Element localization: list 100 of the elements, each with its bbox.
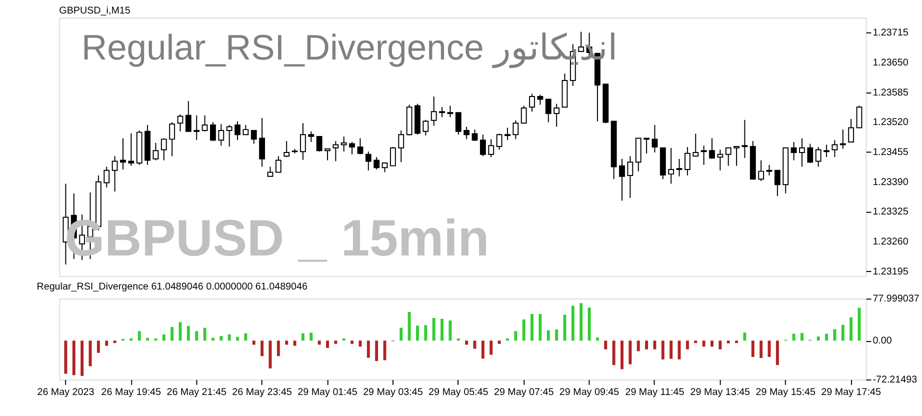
bar (350, 340, 354, 344)
bar (498, 340, 501, 344)
candlestick (455, 112, 462, 136)
bar (702, 340, 706, 347)
bar (751, 340, 754, 357)
bar (80, 340, 84, 376)
candlestick (529, 93, 535, 112)
bar (530, 314, 534, 341)
bar (285, 340, 288, 345)
bar (72, 340, 76, 376)
candlestick (472, 129, 478, 142)
candlestick (316, 136, 322, 152)
bar (538, 314, 542, 341)
candlestick (390, 146, 396, 166)
bar (301, 333, 304, 341)
bar (555, 329, 558, 341)
candlestick (725, 147, 732, 166)
bar (825, 334, 828, 341)
bar (408, 312, 411, 341)
x-tick-label: 29 May 07:45 (494, 386, 554, 398)
bar (310, 332, 313, 341)
candlestick (120, 138, 126, 170)
y-tick-label: 0.00 (872, 336, 892, 347)
candlestick (112, 156, 118, 192)
bar (522, 319, 526, 341)
candlestick (284, 140, 290, 158)
candlestick (349, 141, 355, 155)
bar (244, 333, 248, 341)
x-tick-label: 29 May 17:45 (821, 386, 882, 398)
bar (506, 338, 509, 341)
bar (416, 326, 419, 341)
candlestick (832, 140, 838, 158)
candlestick (856, 105, 862, 128)
bar (96, 340, 100, 353)
bar (448, 320, 452, 341)
bar (146, 338, 149, 341)
y-tick-label: -72.21493 (872, 374, 918, 386)
bar (743, 332, 746, 341)
candlestick (259, 118, 266, 168)
candlestick (619, 158, 625, 202)
bar (64, 340, 68, 374)
candlestick (447, 105, 454, 118)
bar (326, 340, 329, 348)
y-tick-label: 1.23325 (872, 206, 909, 218)
candlestick (324, 148, 330, 161)
bar (220, 336, 223, 341)
y-tick-label: 77.999037 (872, 294, 920, 305)
y-tick-label: 1.23455 (872, 147, 909, 158)
candlestick (488, 138, 494, 158)
candlestick (545, 98, 552, 123)
y-tick-label: 1.23260 (872, 236, 909, 248)
candlestick (848, 118, 854, 142)
candlestick (398, 130, 404, 163)
bar (170, 326, 174, 341)
candlestick (202, 114, 208, 132)
candlestick (340, 136, 347, 152)
x-tick-label: 29 May 15:45 (756, 386, 816, 398)
candlestick (824, 144, 830, 158)
bar (604, 340, 608, 350)
bar (424, 325, 428, 341)
candlestick (676, 158, 682, 177)
candlestick (365, 151, 372, 171)
candlestick (430, 96, 437, 126)
bar (620, 340, 624, 370)
bar (514, 331, 518, 341)
candlestick (382, 162, 388, 173)
bar (833, 329, 836, 341)
bar (628, 340, 632, 364)
candlestick (422, 119, 429, 136)
candlestick (332, 140, 339, 162)
y-tick-label: 1.23520 (872, 117, 909, 128)
bar (375, 340, 378, 362)
candlestick (700, 145, 707, 166)
bar (661, 340, 664, 360)
bar (130, 338, 133, 341)
bar (138, 331, 141, 341)
chart-title: GBPUSD_i,M15 (59, 6, 131, 17)
candlestick (554, 103, 560, 128)
bar (760, 340, 763, 358)
bar (276, 340, 280, 356)
candlestick (250, 130, 257, 144)
bar (113, 340, 116, 344)
bar (710, 340, 714, 347)
candlestick (464, 126, 470, 140)
bar (792, 334, 796, 341)
bar (735, 340, 738, 344)
candlestick (439, 106, 445, 118)
candlestick (374, 156, 380, 170)
bar (571, 306, 574, 341)
bar (726, 340, 730, 344)
y-tick-label: 1.23195 (872, 266, 909, 278)
x-tick-label: 26 May 21:45 (166, 386, 227, 398)
bar (260, 340, 264, 356)
candlestick (774, 170, 780, 197)
bar (636, 340, 640, 352)
bar (612, 340, 616, 366)
bar (850, 317, 853, 341)
x-tick-label: 26 May 23:45 (232, 386, 292, 398)
candlestick (790, 141, 797, 161)
candlestick (496, 133, 502, 150)
